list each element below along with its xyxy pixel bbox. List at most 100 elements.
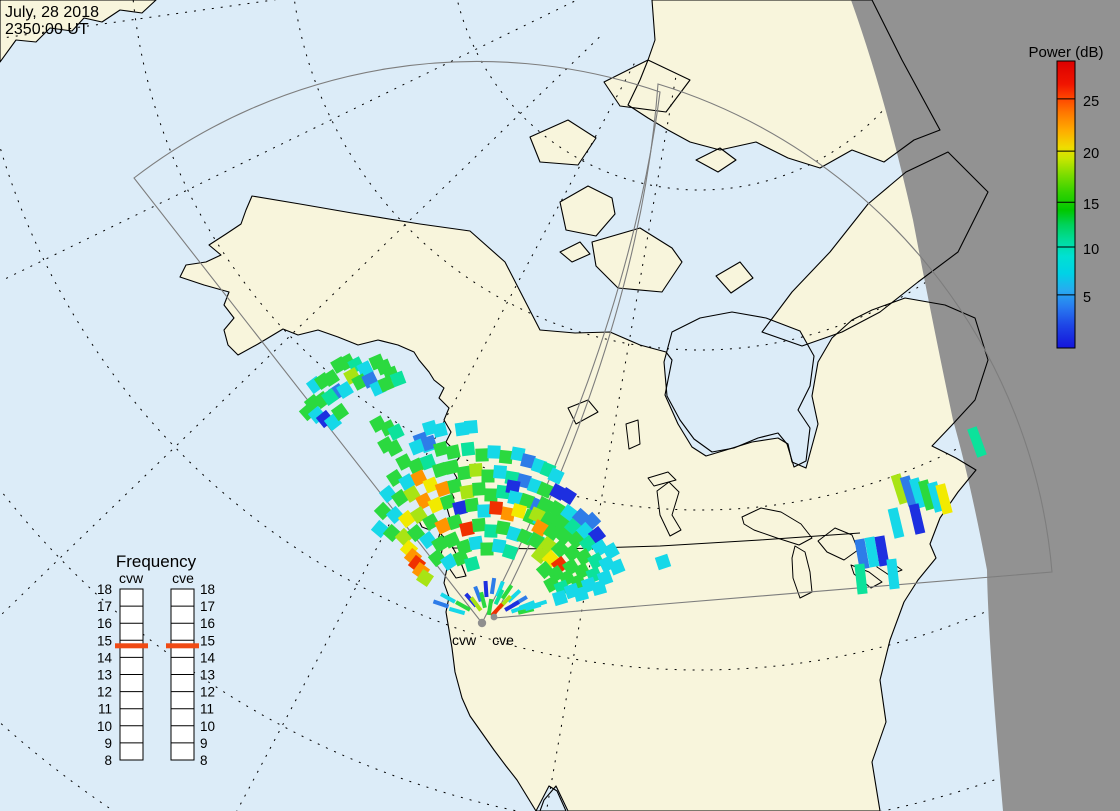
scatter-cell bbox=[320, 387, 340, 407]
scatter-cell bbox=[489, 501, 503, 515]
scatter-cell-far-range bbox=[854, 538, 870, 570]
near-range-echo-streak bbox=[483, 580, 489, 598]
frequency-tick-label: 17 bbox=[97, 599, 112, 614]
current-frequency-marker bbox=[166, 643, 199, 649]
scatter-cell bbox=[559, 487, 577, 505]
scatter-cell bbox=[518, 492, 536, 510]
near-range-echo-streak bbox=[504, 600, 520, 612]
lake-athabasca bbox=[647, 471, 677, 487]
scatter-cell bbox=[322, 369, 340, 387]
scatter-cell bbox=[455, 538, 473, 556]
cve-site-dot bbox=[490, 613, 498, 621]
lake-erie bbox=[850, 564, 883, 589]
scatter-cell bbox=[377, 375, 395, 393]
scatter-cell bbox=[602, 542, 620, 560]
scatter-cell bbox=[468, 535, 484, 551]
us-canada-border bbox=[451, 532, 861, 550]
frequency-tick-label: 18 bbox=[200, 582, 215, 597]
scatter-cell bbox=[477, 504, 491, 518]
scatter-cell-far-range bbox=[967, 426, 987, 458]
colorbar-tick-label: 15 bbox=[1083, 197, 1099, 213]
frequency-tick-label: 15 bbox=[200, 633, 215, 648]
frequency-tick-label: 9 bbox=[104, 736, 112, 751]
cve-site-label: cve bbox=[492, 632, 514, 648]
scatter-cell bbox=[484, 524, 498, 538]
scatter-cell bbox=[505, 479, 521, 495]
scatter-cell bbox=[415, 492, 433, 510]
scatter-cell bbox=[439, 552, 459, 572]
frequency-tick-label: 18 bbox=[97, 582, 112, 597]
frequency-tick-label: 11 bbox=[98, 702, 112, 717]
near-range-echo-streak bbox=[500, 584, 514, 600]
scatter-cell bbox=[427, 496, 445, 514]
scatter-cell bbox=[431, 535, 449, 553]
frequency-cve-label: cve bbox=[172, 570, 194, 586]
near-range-echo-streak bbox=[530, 599, 548, 609]
scatter-cell bbox=[459, 521, 475, 537]
frequency-tick-label: 13 bbox=[97, 668, 112, 683]
lake-superior bbox=[741, 507, 813, 546]
power-colorbar: Power (dB) 25 20 15 10 5 bbox=[1028, 44, 1104, 349]
scatter-cell bbox=[463, 419, 479, 435]
scatter-cell bbox=[395, 453, 413, 471]
scatter-cell-far-range bbox=[935, 483, 953, 515]
colorbar-gradient-bar bbox=[1056, 60, 1076, 349]
near-range-echo-streak bbox=[432, 599, 450, 609]
near-range-echo-streak bbox=[479, 591, 487, 609]
scatter-cell bbox=[452, 500, 468, 516]
scatter-cell bbox=[432, 422, 448, 438]
near-range-echo-streak bbox=[495, 580, 505, 598]
near-range-echo-streak bbox=[493, 588, 505, 606]
frequency-tick-label: 8 bbox=[200, 753, 208, 768]
scatter-cell bbox=[446, 513, 464, 531]
near-range-echo-streak bbox=[455, 600, 471, 612]
time-text: 2350:00 UT bbox=[5, 21, 89, 38]
colorbar-tick-label: 10 bbox=[1083, 242, 1099, 258]
scatter-cell bbox=[422, 513, 440, 531]
frequency-tick-label: 10 bbox=[97, 719, 112, 734]
scatter-cell bbox=[447, 478, 463, 494]
near-range-echo-streak bbox=[486, 598, 494, 616]
scatter-cell bbox=[445, 444, 461, 460]
frequency-cvw-label: cvw bbox=[119, 570, 144, 586]
frequency-tick-label: 17 bbox=[200, 599, 215, 614]
scatter-cell bbox=[330, 402, 350, 422]
scatter-cell bbox=[498, 449, 514, 465]
frequency-legend-title: Frequency bbox=[116, 552, 197, 571]
scatter-cell bbox=[520, 453, 536, 469]
scatter-cell bbox=[536, 481, 554, 499]
scatter-cell-far-range bbox=[899, 475, 919, 507]
frequency-tick-label: 16 bbox=[200, 616, 215, 631]
scatter-cell bbox=[422, 476, 440, 494]
scatter-cell bbox=[434, 480, 452, 498]
scatter-cell bbox=[472, 482, 486, 496]
scatter-cell bbox=[507, 490, 523, 506]
scatter-cell bbox=[463, 555, 481, 573]
scatter-cell bbox=[516, 473, 532, 489]
scatter-cell-far-range bbox=[874, 535, 890, 567]
scatter-cell bbox=[433, 441, 449, 457]
radar-sites: cvw cve bbox=[452, 613, 514, 648]
scatter-cell bbox=[492, 464, 508, 480]
frequency-tick-label: 14 bbox=[97, 650, 113, 665]
scatter-cell bbox=[389, 370, 407, 388]
scatter-cell bbox=[336, 381, 354, 399]
frequency-tick-label: 15 bbox=[97, 633, 112, 648]
scatter-cell bbox=[431, 461, 449, 479]
scatter-cell-far-range bbox=[918, 479, 936, 511]
scatter-cell bbox=[471, 517, 487, 533]
colorbar-tick-label: 20 bbox=[1083, 146, 1099, 162]
scatter-cell bbox=[484, 488, 498, 502]
scatter-cell bbox=[481, 469, 495, 483]
scatter-cell bbox=[444, 459, 460, 475]
timestamp: July, 28 2018 2350:00 UT bbox=[5, 4, 99, 38]
scatter-cell bbox=[464, 497, 480, 513]
scatter-cell bbox=[491, 538, 507, 554]
cvw-fov-outline bbox=[133, 60, 661, 624]
radar-field-of-view-outlines bbox=[133, 60, 1053, 624]
near-range-echo-streak bbox=[510, 604, 528, 614]
scatter-cell-far-range bbox=[854, 563, 868, 595]
frequency-legend: Frequency cvw cve 18 17 16 15 14 13 12 11 10 9 8 18… bbox=[97, 552, 216, 768]
scatter-cell-far-range bbox=[887, 507, 905, 539]
